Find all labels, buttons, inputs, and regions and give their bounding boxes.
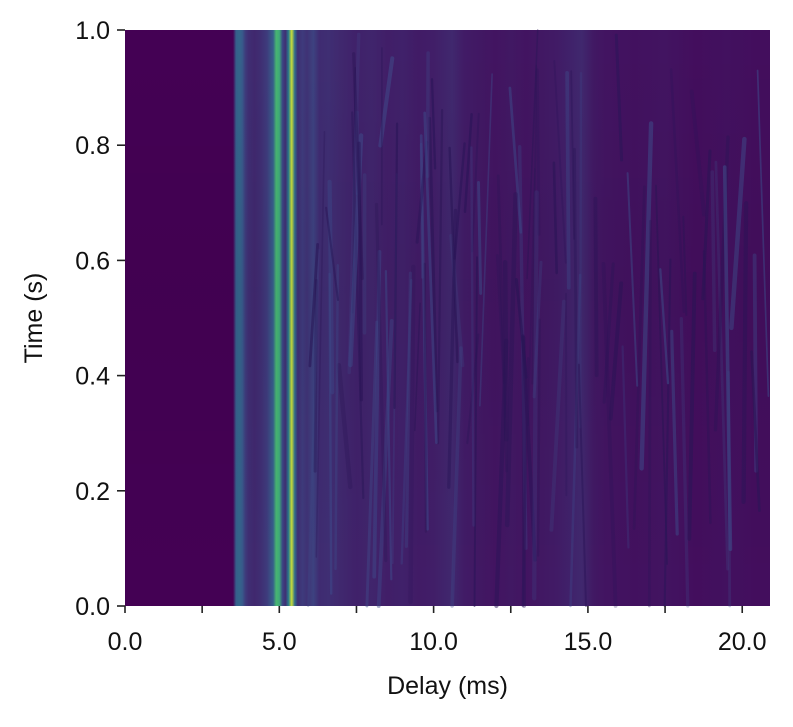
x-tick-label: 20.0 xyxy=(718,628,767,656)
y-axis: 0.0 0.2 0.4 0.6 0.8 1.0 xyxy=(75,17,125,621)
x-axis-label: Delay (ms) xyxy=(387,672,508,700)
x-tick-label: 5.0 xyxy=(262,628,297,656)
y-tick-label: 0.4 xyxy=(75,363,110,391)
y-tick-label: 0.8 xyxy=(75,132,110,160)
x-tick-label: 15.0 xyxy=(564,628,613,656)
y-tick-label: 1.0 xyxy=(75,17,110,45)
x-axis: 0.0 5.0 10.0 15.0 20.0 xyxy=(108,606,767,656)
x-tick-label: 10.0 xyxy=(409,628,458,656)
y-axis-label: Time (s) xyxy=(20,273,48,364)
y-tick-label: 0.6 xyxy=(75,247,110,275)
x-tick-label: 0.0 xyxy=(108,628,143,656)
time-shading-overlay xyxy=(125,30,770,606)
y-tick-label: 0.2 xyxy=(75,478,110,506)
y-tick-label: 0.0 xyxy=(75,593,110,621)
